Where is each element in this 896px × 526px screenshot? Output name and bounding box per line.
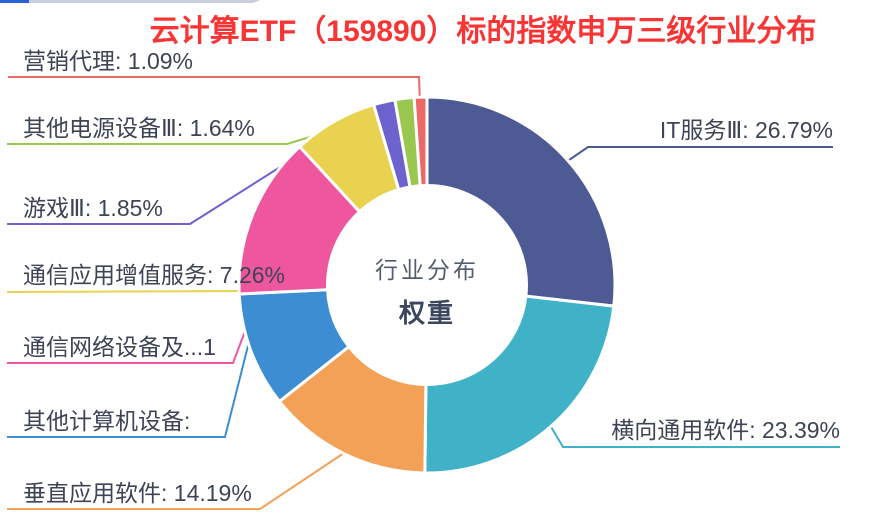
slice-label-marketing-agency: 营销代理: 1.09%	[23, 48, 193, 74]
slice-label-comm-value-added-services: 通信应用增值服务: 7.26%	[23, 262, 285, 288]
top-progress-bar-track	[29, 0, 260, 3]
leader-line-8	[8, 76, 421, 104]
leader-line-3	[7, 329, 253, 438]
leader-line-2	[7, 438, 366, 510]
slice-label-comm-network-equipment: 通信网络设备及...1	[23, 334, 216, 360]
slice-label-it-services: IT服务Ⅲ: 26.79%	[659, 117, 833, 143]
leader-line-6	[7, 144, 316, 225]
slice-label-horizontal-general-software: 横向通用软件: 23.39%	[611, 417, 840, 443]
leader-line-5	[6, 290, 251, 293]
pie-slice-8[interactable]	[412, 95, 429, 188]
donut-center-label: 行业分布 权重	[327, 251, 527, 330]
chart-title: 云计算ETF（159890）标的指数申万三级行业分布	[149, 15, 817, 48]
slice-label-other-power-equipment: 其他电源设备Ⅲ: 1.64%	[23, 115, 255, 141]
center-label-line1: 行业分布	[375, 257, 479, 283]
slice-label-other-computer-equipment: 其他计算机设备:	[23, 408, 191, 434]
slice-label-vertical-application-software: 垂直应用软件: 14.19%	[23, 480, 252, 506]
center-label-line2: 权重	[398, 298, 455, 328]
top-progress-bar-filled	[0, 0, 29, 3]
leader-line-0	[552, 146, 833, 172]
pie-slice-0[interactable]	[425, 95, 617, 308]
slice-label-games: 游戏Ⅲ: 1.85%	[23, 195, 163, 221]
pie-slice-1[interactable]	[423, 294, 616, 475]
